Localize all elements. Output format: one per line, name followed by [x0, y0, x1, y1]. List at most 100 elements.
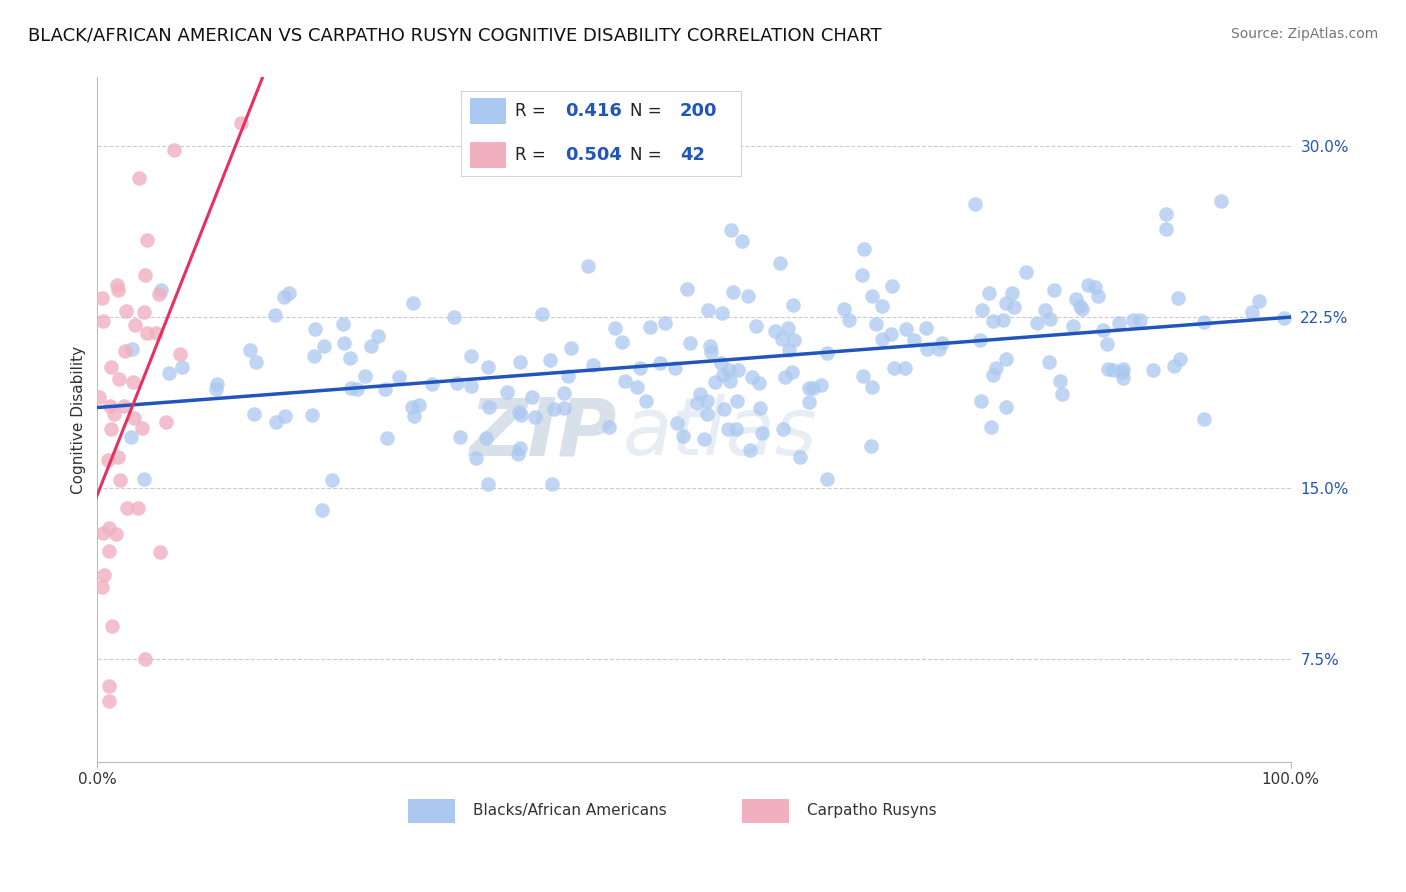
Point	[464, 450, 486, 465]
Point	[703, 375, 725, 389]
Point	[205, 382, 228, 396]
Point	[1111, 365, 1133, 379]
Point	[339, 351, 361, 366]
Point	[696, 407, 718, 421]
Point	[817, 472, 839, 486]
Point	[1112, 361, 1135, 376]
Point	[1002, 300, 1025, 314]
Y-axis label: Cognitive Disability: Cognitive Disability	[72, 345, 86, 493]
Point	[634, 393, 657, 408]
Point	[797, 381, 820, 395]
Point	[553, 401, 575, 415]
Point	[780, 365, 803, 379]
Point	[928, 343, 950, 357]
Point	[710, 306, 733, 320]
Point	[628, 361, 651, 376]
Point	[1163, 359, 1185, 373]
Point	[543, 402, 565, 417]
Point	[695, 394, 717, 409]
Point	[541, 477, 564, 491]
Point	[852, 369, 875, 384]
Point	[443, 310, 465, 324]
Point	[121, 375, 143, 389]
Point	[132, 472, 155, 486]
Point	[1043, 284, 1066, 298]
Point	[724, 422, 747, 436]
Point	[90, 580, 112, 594]
Point	[333, 335, 356, 350]
Point	[1084, 279, 1107, 293]
Point	[531, 307, 554, 321]
Point	[103, 407, 125, 421]
Point	[91, 291, 114, 305]
Point	[98, 693, 121, 707]
Point	[718, 363, 741, 377]
Point	[810, 378, 832, 392]
Point	[98, 680, 121, 694]
Point	[446, 376, 468, 391]
Text: atlas: atlas	[623, 394, 817, 472]
Point	[915, 321, 938, 335]
Point	[672, 429, 695, 443]
Point	[314, 339, 336, 353]
Point	[1001, 285, 1024, 300]
Point	[127, 500, 149, 515]
Text: Blacks/African Americans: Blacks/African Americans	[474, 804, 666, 819]
Point	[1247, 293, 1270, 308]
Point	[851, 268, 873, 282]
Point	[1241, 304, 1264, 318]
Point	[207, 376, 229, 391]
Point	[477, 477, 499, 491]
Point	[865, 318, 887, 332]
Point	[478, 400, 501, 414]
Point	[311, 502, 333, 516]
Point	[969, 334, 991, 348]
Point	[614, 374, 637, 388]
Point	[778, 343, 800, 358]
Point	[801, 381, 824, 395]
Point	[718, 374, 741, 388]
Point	[1015, 265, 1038, 279]
Point	[737, 289, 759, 303]
Point	[675, 282, 697, 296]
Point	[420, 377, 443, 392]
Point	[100, 359, 122, 374]
Point	[995, 351, 1018, 366]
Point	[981, 368, 1004, 383]
Point	[1097, 362, 1119, 376]
Point	[751, 426, 773, 441]
Point	[360, 339, 382, 353]
Point	[915, 342, 938, 356]
Point	[401, 400, 423, 414]
Point	[894, 360, 917, 375]
Point	[605, 320, 627, 334]
Point	[880, 326, 903, 341]
Point	[612, 335, 634, 350]
Point	[783, 334, 806, 348]
Text: Source: ZipAtlas.com: Source: ZipAtlas.com	[1230, 27, 1378, 41]
Point	[302, 349, 325, 363]
Point	[699, 339, 721, 353]
Point	[986, 361, 1008, 376]
Point	[977, 286, 1000, 301]
Point	[731, 234, 754, 248]
Point	[1077, 277, 1099, 292]
Point	[679, 335, 702, 350]
Point	[582, 359, 605, 373]
Point	[648, 356, 671, 370]
Point	[1156, 222, 1178, 236]
Point	[666, 417, 689, 431]
Point	[1091, 323, 1114, 337]
Point	[128, 170, 150, 185]
Point	[375, 431, 398, 445]
Point	[245, 355, 267, 369]
Point	[860, 380, 883, 394]
Point	[638, 319, 661, 334]
Point	[97, 521, 120, 535]
Point	[408, 398, 430, 412]
Point	[114, 304, 136, 318]
Point	[772, 422, 794, 436]
Point	[112, 399, 135, 413]
Point	[91, 526, 114, 541]
Point	[460, 379, 482, 393]
